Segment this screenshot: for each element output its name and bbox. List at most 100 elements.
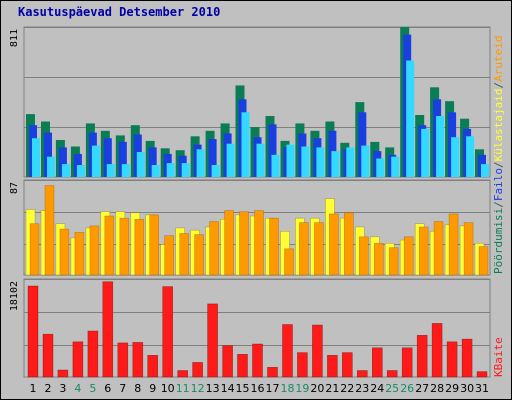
x-tick-label-20: 20 [310, 382, 324, 395]
bar-panel3-kbaite-12 [192, 362, 203, 378]
bar-panel1-faile-30 [466, 136, 475, 177]
legend-entry: KBaite [492, 337, 505, 377]
x-tick-label-5: 5 [89, 382, 96, 395]
bar-panel2-hüstenari-21 [329, 213, 339, 276]
legend-separator: / [492, 201, 505, 208]
bar-panel2-hüstenari-1 [29, 223, 40, 276]
bar-panel1-faile-28 [436, 116, 445, 177]
bar-panel2-hüstenari-13 [209, 221, 219, 276]
bar-panel2-hüstenari-6 [104, 215, 115, 276]
bar-panel1-faile-15 [241, 112, 250, 177]
bar-panel3-kbaite-14 [222, 345, 233, 378]
legend-top: Pöördumisi/Failo/Külastajaid/Aruteid [492, 36, 505, 274]
bar-panel3-kbaite-31 [476, 371, 488, 378]
x-tick-label-25: 25 [385, 382, 399, 395]
bar-panel3-kbaite-16 [252, 343, 263, 378]
x-tick-label-1: 1 [30, 382, 37, 395]
bar-panel2-hüstenari-14 [224, 210, 234, 276]
x-tick-label-21: 21 [325, 382, 339, 395]
x-tick-label-28: 28 [430, 382, 444, 395]
legend-separator: / [492, 82, 505, 89]
x-tick-label-27: 27 [415, 382, 429, 395]
bar-panel2-hüstenari-26 [403, 236, 414, 276]
chart-title: Kasutuspäevad Detsember 2010 [18, 5, 220, 19]
bar-panel1-faile-2 [47, 156, 55, 177]
x-tick-label-12: 12 [191, 382, 205, 395]
x-tick-label-10: 10 [161, 382, 175, 395]
bar-panel2-hüstenari-12 [194, 234, 204, 276]
bar-panel2-hüstenari-23 [358, 236, 369, 276]
x-tick-label-11: 11 [176, 382, 190, 395]
bar-panel1-faile-1 [32, 138, 40, 177]
bar-panel3-kbaite-30 [461, 338, 473, 378]
bar-panel2-hüstenari-24 [373, 243, 384, 276]
bar-panel1-faile-6 [106, 164, 115, 177]
x-tick-label-31: 31 [475, 382, 489, 395]
bar-panel2-hüstenari-3 [59, 228, 70, 276]
x-tick-label-6: 6 [104, 382, 111, 395]
bar-panel3-kbaite-20 [312, 324, 323, 378]
bar-panel3-kbaite-23 [356, 370, 368, 378]
bar-panel2-hüstenari-11 [179, 233, 189, 276]
bar-panel1-faile-11 [181, 163, 190, 177]
bar-panel2-hüstenari-22 [343, 212, 354, 276]
x-tick-label-13: 13 [206, 382, 220, 395]
bar-panel3-kbaite-1 [27, 285, 39, 378]
bar-panel3-kbaite-27 [416, 334, 428, 378]
x-tick-label-9: 9 [149, 382, 156, 395]
bar-panel3-kbaite-22 [341, 352, 353, 378]
bar-panel1-faile-18 [286, 144, 295, 177]
bar-panel1-faile-26 [406, 60, 415, 177]
bar-panel1-faile-31 [481, 164, 489, 177]
bar-panel2-hüstenari-27 [418, 226, 429, 276]
bar-panel3-kbaite-4 [72, 341, 84, 378]
bar-panel1-lehekülgi-13 [208, 139, 217, 177]
x-tick-label-26: 26 [400, 382, 414, 395]
bar-panel3-kbaite-9 [147, 354, 158, 378]
bar-panel1-faile-29 [451, 137, 460, 177]
bar-panel1-faile-24 [376, 158, 385, 177]
bar-panel3-kbaite-26 [401, 347, 413, 378]
bar-panel3-kbaite-21 [327, 354, 338, 378]
bar-panel2-hüstenari-9 [149, 214, 159, 276]
bar-panel1-lehekülgi-23 [358, 112, 367, 177]
bar-panel3-kbaite-18 [282, 324, 293, 378]
bar-panel2-hüstenari-16 [254, 210, 264, 276]
panel-2-ymax-label: 87 [9, 182, 20, 194]
bar-panel1-faile-12 [196, 149, 205, 177]
x-tick-label-17: 17 [266, 382, 280, 395]
bar-panel1-faile-10 [166, 163, 175, 177]
x-tick-label-16: 16 [251, 382, 265, 395]
x-tick-label-8: 8 [134, 382, 141, 395]
bar-panel1-faile-8 [136, 152, 145, 177]
bar-panel1-faile-3 [61, 164, 70, 177]
bar-panel1-faile-9 [151, 165, 160, 177]
bar-panel2-hüstenari-29 [448, 213, 459, 276]
bar-panel1-faile-23 [361, 145, 370, 177]
bar-panel3-kbaite-3 [57, 369, 69, 378]
bar-panel1-faile-19 [301, 146, 310, 177]
bar-panel3-kbaite-19 [297, 352, 308, 378]
bar-panel2-hüstenari-8 [134, 219, 145, 276]
x-tick-label-14: 14 [221, 382, 235, 395]
bar-panel3-kbaite-8 [132, 342, 144, 378]
bar-panel1-faile-4 [76, 165, 85, 177]
bar-panel2-hüstenari-4 [74, 232, 85, 276]
bar-panel3-kbaite-28 [431, 323, 443, 378]
bar-panel3-kbaite-13 [207, 303, 218, 378]
bar-panel3-kbaite-17 [267, 366, 278, 378]
legend-entry: Külastajaid [492, 89, 505, 162]
bar-panel2-hüstenari-28 [433, 221, 444, 276]
x-tick-label-29: 29 [445, 382, 459, 395]
x-tick-label-30: 30 [460, 382, 474, 395]
x-tick-label-3: 3 [59, 382, 66, 395]
bar-panel3-kbaite-7 [117, 342, 129, 378]
bar-panel2-hüstenari-31 [478, 246, 489, 276]
bar-panel1-faile-21 [331, 151, 340, 177]
x-tick-label-18: 18 [281, 382, 295, 395]
bar-panel1-faile-27 [421, 128, 430, 177]
bar-panel3-kbaite-10 [162, 286, 173, 378]
bar-panel3-kbaite-29 [446, 341, 458, 378]
legend-entry: Pöördumisi [492, 208, 505, 274]
bar-panel3-kbaite-5 [87, 330, 99, 378]
